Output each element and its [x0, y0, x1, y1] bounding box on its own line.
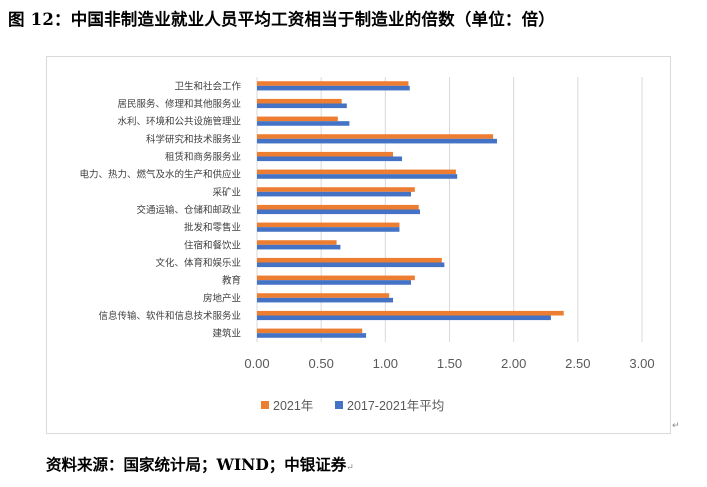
- x-tick-label: 0.50: [309, 356, 334, 371]
- x-tick-label: 2.00: [501, 356, 526, 371]
- bar-2021: [257, 275, 415, 281]
- bar-2017-2021-avg: [257, 262, 445, 268]
- bar-2017-2021-avg: [257, 85, 410, 91]
- category-label: 房地产业: [203, 292, 241, 304]
- bar-2017-2021-avg: [257, 156, 403, 162]
- bar-2021: [257, 240, 337, 245]
- legend: 2021年 2017-2021年平均: [261, 399, 444, 413]
- bar-2017-2021-avg: [257, 315, 551, 321]
- x-tick-labels: 0.00 0.50 1.00 1.50 2.00 2.50 3.00: [244, 356, 654, 371]
- category-labels: 卫生和社会工作居民服务、修理和其他服务业水利、环境和公共设施管理业科学研究和技术…: [79, 80, 241, 339]
- source-note-text: 资料来源：国家统计局；WIND；中银证券: [46, 455, 347, 474]
- bar-2017-2021-avg: [257, 138, 497, 144]
- bar-2021: [257, 116, 338, 122]
- bars: [257, 81, 564, 338]
- bar-2017-2021-avg: [257, 174, 458, 179]
- paragraph-mark-icon: ↵: [672, 421, 680, 431]
- category-label: 教育: [222, 275, 241, 287]
- bar-2021: [257, 328, 363, 334]
- bar-2017-2021-avg: [257, 209, 420, 215]
- bar-2021: [257, 151, 394, 157]
- category-label: 水利、环境和公共设施管理业: [117, 116, 241, 128]
- bar-chart: 卫生和社会工作居民服务、修理和其他服务业水利、环境和公共设施管理业科学研究和技术…: [79, 77, 655, 413]
- bar-2017-2021-avg: [257, 103, 347, 109]
- bar-2021: [257, 169, 456, 175]
- source-note: 资料来源：国家统计局；WIND；中银证券↵: [46, 453, 686, 475]
- paragraph-mark-icon: ↵: [346, 463, 354, 473]
- bar-2021: [257, 81, 409, 86]
- category-label: 文化、体育和娱乐业: [155, 257, 241, 269]
- legend-label: 2017-2021年平均: [347, 399, 444, 413]
- bar-2017-2021-avg: [257, 244, 341, 250]
- bar-2017-2021-avg: [257, 191, 411, 197]
- bar-2017-2021-avg: [257, 121, 350, 126]
- category-label: 交通运输、仓储和邮政业: [136, 204, 241, 216]
- legend-swatch: [335, 401, 343, 409]
- x-tick-label: 0.00: [244, 356, 269, 371]
- x-tick-label: 1.50: [437, 356, 462, 371]
- bar-2021: [257, 187, 415, 192]
- category-label: 科学研究和技术服务业: [146, 133, 241, 145]
- category-label: 电力、热力、燃气及水的生产和供应业: [79, 169, 241, 181]
- bar-2021: [257, 293, 390, 298]
- bar-2017-2021-avg: [257, 297, 394, 303]
- category-label: 建筑业: [212, 328, 241, 340]
- chart-area: 卫生和社会工作居民服务、修理和其他服务业 水利、环境和公共设施管理业科学研究和技术…: [46, 56, 671, 434]
- legend-swatch: [261, 401, 269, 409]
- category-label: 卫生和社会工作: [174, 80, 241, 92]
- bar-2017-2021-avg: [257, 227, 400, 232]
- figure-title: 图 12：中国非制造业就业人员平均工资相当于制造业的倍数（单位：倍）: [8, 10, 556, 29]
- x-tick-label: 3.00: [629, 356, 654, 371]
- bar-2021: [257, 222, 400, 228]
- bar-2021: [257, 204, 419, 210]
- bar-2021: [257, 257, 442, 263]
- x-tick-label: 1.00: [373, 356, 398, 371]
- bar-2017-2021-avg: [257, 333, 367, 338]
- bar-2021: [257, 98, 342, 104]
- legend-label: 2021年: [273, 399, 313, 413]
- bar-2021: [257, 134, 494, 139]
- category-label: 信息传输、软件和信息技术服务业: [98, 310, 241, 322]
- x-tick-label: 2.50: [565, 356, 590, 371]
- category-label: 批发和零售业: [184, 222, 241, 234]
- category-label: 居民服务、修理和其他服务业: [117, 98, 241, 110]
- bar-2021: [257, 310, 564, 316]
- category-label: 住宿和餐饮业: [184, 239, 241, 251]
- category-label: 采矿业: [212, 186, 241, 198]
- bar-2017-2021-avg: [257, 280, 411, 285]
- category-label: 租赁和商务服务业: [165, 151, 241, 163]
